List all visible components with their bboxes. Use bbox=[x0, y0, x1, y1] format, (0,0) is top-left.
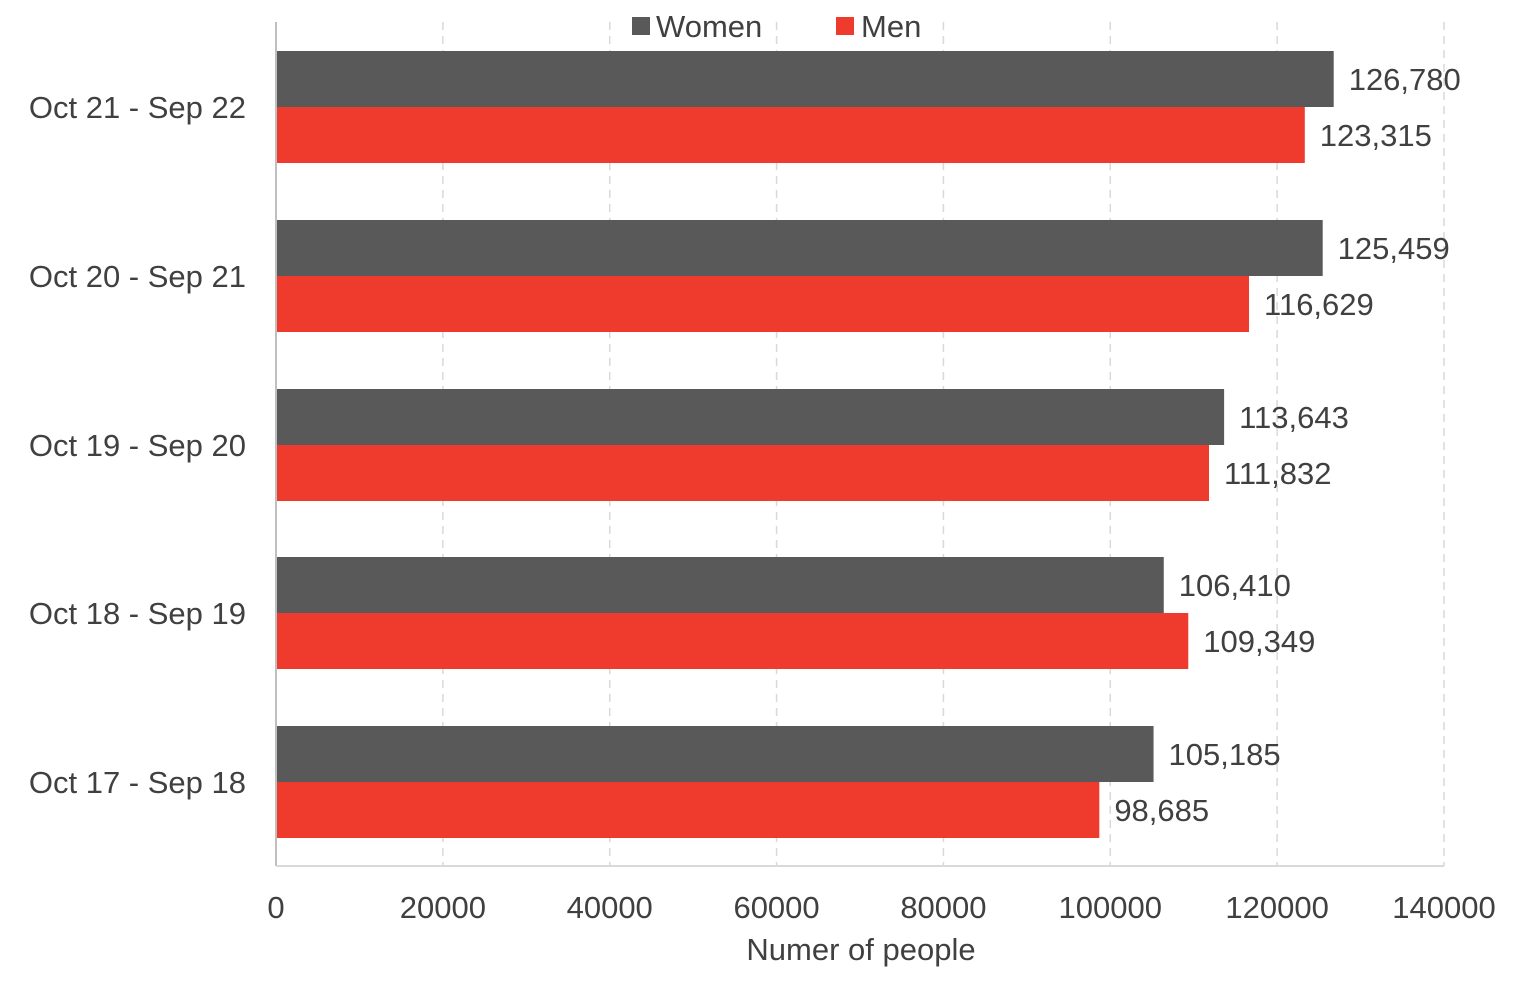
bar-women bbox=[276, 389, 1225, 445]
x-tick-label: 140000 bbox=[1392, 890, 1495, 925]
bar-men bbox=[276, 107, 1305, 163]
category-label: Oct 20 - Sep 21 bbox=[29, 259, 246, 294]
category-label: Oct 17 - Sep 18 bbox=[29, 765, 246, 800]
data-label: 116,629 bbox=[1264, 287, 1374, 322]
x-axis-title: Numer of people bbox=[746, 932, 975, 967]
bar-men bbox=[276, 782, 1100, 838]
bar-women bbox=[276, 557, 1164, 613]
data-label: 109,349 bbox=[1203, 624, 1315, 659]
data-label: 106,410 bbox=[1179, 568, 1291, 603]
x-tick-label: 80000 bbox=[900, 890, 986, 925]
bar-men bbox=[276, 613, 1189, 669]
legend-label-women: Women bbox=[656, 9, 762, 44]
x-tick-label: 20000 bbox=[400, 890, 486, 925]
legend-label-men: Men bbox=[861, 9, 921, 44]
bar-women bbox=[276, 726, 1154, 782]
x-tick-label: 40000 bbox=[567, 890, 653, 925]
data-label: 98,685 bbox=[1114, 793, 1209, 828]
x-tick-label: 100000 bbox=[1059, 890, 1162, 925]
data-label: 111,832 bbox=[1224, 456, 1331, 491]
label-layer: 126,780 123,315 Oct 21 - Sep 22 125,459 116,… bbox=[29, 62, 1461, 828]
bar-women bbox=[276, 51, 1334, 107]
x-tick-label: 120000 bbox=[1225, 890, 1328, 925]
bar-men bbox=[276, 445, 1209, 501]
legend-swatch-men bbox=[836, 17, 854, 35]
data-label: 126,780 bbox=[1349, 62, 1461, 97]
data-label: 123,315 bbox=[1320, 118, 1432, 153]
data-label: 125,459 bbox=[1338, 231, 1450, 266]
category-label: Oct 18 - Sep 19 bbox=[29, 596, 246, 631]
bar-men bbox=[276, 276, 1250, 332]
legend: Women Men bbox=[632, 9, 921, 44]
data-label: 105,185 bbox=[1169, 737, 1281, 772]
bar-layer bbox=[276, 51, 1334, 838]
x-tick-label: 60000 bbox=[733, 890, 819, 925]
category-label: Oct 19 - Sep 20 bbox=[29, 428, 246, 463]
data-label: 113,643 bbox=[1239, 400, 1349, 435]
category-label: Oct 21 - Sep 22 bbox=[29, 90, 246, 125]
legend-swatch-women bbox=[632, 17, 650, 35]
axis-layer: 0 20000 40000 60000 80000 100000 120000 140000 bbox=[267, 22, 1496, 925]
x-tick-label: 0 bbox=[267, 890, 284, 925]
bar-women bbox=[276, 220, 1323, 276]
